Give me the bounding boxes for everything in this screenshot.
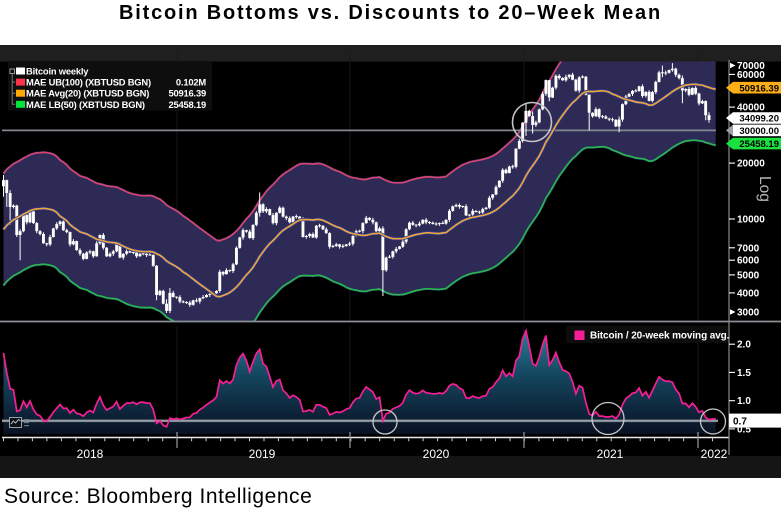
svg-text:2.0: 2.0 [737,340,751,351]
svg-text:34099.20: 34099.20 [739,114,779,125]
svg-text:5000: 5000 [737,270,760,281]
svg-text:50916.39: 50916.39 [739,83,779,94]
svg-text:0.7: 0.7 [733,416,747,427]
svg-text:10000: 10000 [737,215,765,226]
svg-text:4000: 4000 [737,288,760,299]
svg-text:70000: 70000 [737,61,765,72]
svg-text:2021: 2021 [597,447,624,461]
svg-text:30000.00: 30000.00 [739,126,779,137]
svg-text:60000: 60000 [737,70,765,81]
svg-text:20000: 20000 [737,159,765,170]
svg-text:25458.19: 25458.19 [739,139,779,150]
svg-text:MAE LB(50) (XBTUSD BGN): MAE LB(50) (XBTUSD BGN) [26,99,145,110]
svg-text:6000: 6000 [737,256,760,267]
svg-text:Bitcoin / 20-week moving avg.: Bitcoin / 20-week moving avg. [590,331,730,342]
svg-text:MAE Avg(20) (XBTUSD BGN): MAE Avg(20) (XBTUSD BGN) [26,88,149,99]
svg-text:1.5: 1.5 [737,368,751,379]
svg-text:Bitcoin weekly: Bitcoin weekly [26,66,89,77]
svg-text:40000: 40000 [737,103,765,114]
svg-text:2019: 2019 [249,447,276,461]
svg-text:3000: 3000 [737,308,760,319]
svg-text:2018: 2018 [77,447,104,461]
svg-text:2022: 2022 [701,447,728,461]
svg-text:50916.39: 50916.39 [168,88,206,99]
svg-text:25458.19: 25458.19 [168,99,206,110]
svg-text:0.5: 0.5 [737,424,751,435]
svg-text:0.102M: 0.102M [176,77,206,88]
svg-text:7000: 7000 [737,243,760,254]
svg-text:2020: 2020 [423,447,450,461]
svg-text:MAE UB(100) (XBTUSD BGN): MAE UB(100) (XBTUSD BGN) [26,77,151,88]
svg-text:1.0: 1.0 [737,396,751,407]
svg-text:Log: Log [756,176,773,202]
